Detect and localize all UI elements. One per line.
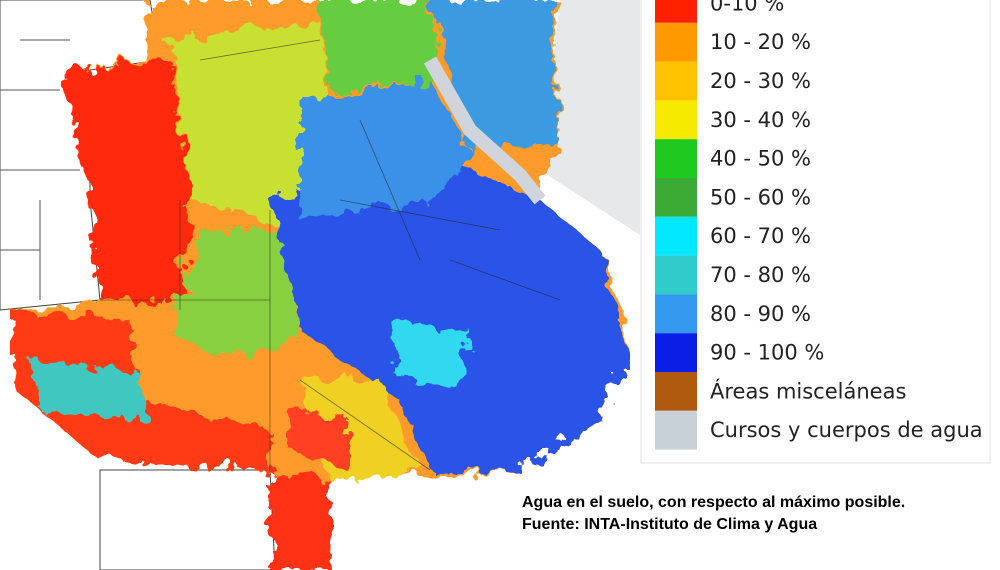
south-provinces: [99, 469, 276, 570]
legend: 0-10 % 10 - 20 % 20 - 30 % 30 - 40 % 40 - 50…: [655, 0, 983, 450]
legend-swatch: [655, 178, 697, 217]
legend-swatch: [655, 410, 697, 450]
legend-swatch: [655, 294, 697, 334]
legend-swatch: [655, 333, 697, 372]
legend-label: 0-10 %: [710, 0, 784, 15]
legend-label: 30 - 40 %: [710, 108, 811, 132]
legend-label: 10 - 20 %: [710, 30, 811, 54]
legend-swatch: [655, 255, 697, 295]
river-plate-water: [540, 0, 640, 235]
legend-swatch: [655, 216, 697, 256]
legend-swatch: [655, 0, 697, 23]
legend-box: [640, 0, 991, 464]
legend-label: Cursos y cuerpos de agua: [710, 418, 983, 442]
caption-line: Agua en el suelo, con respecto al máximo…: [522, 494, 906, 511]
legend-label: 80 - 90 %: [710, 302, 811, 326]
legend-label: Áreas misceláneas: [710, 378, 906, 403]
caption-source: Fuente: INTA-Instituto de Clima y Agua: [522, 516, 818, 533]
parana-river: [423, 56, 546, 205]
legend-label: 60 - 70 %: [710, 224, 811, 248]
legend-swatch: [655, 139, 697, 178]
legend-label: 90 - 100 %: [710, 341, 824, 365]
legend-label: 50 - 60 %: [710, 185, 811, 209]
legend-swatch: [655, 100, 697, 140]
legend-label: 40 - 50 %: [710, 147, 811, 171]
department-borders: [100, 39, 561, 471]
legend-label: 70 - 80 %: [710, 263, 811, 287]
legend-swatch: [655, 22, 697, 62]
moisture-surface: [10, 0, 630, 570]
legend-label: 20 - 30 %: [710, 69, 811, 93]
legend-swatch: [655, 372, 697, 411]
legend-swatch: [655, 61, 697, 101]
province-borders: [0, 39, 80, 300]
